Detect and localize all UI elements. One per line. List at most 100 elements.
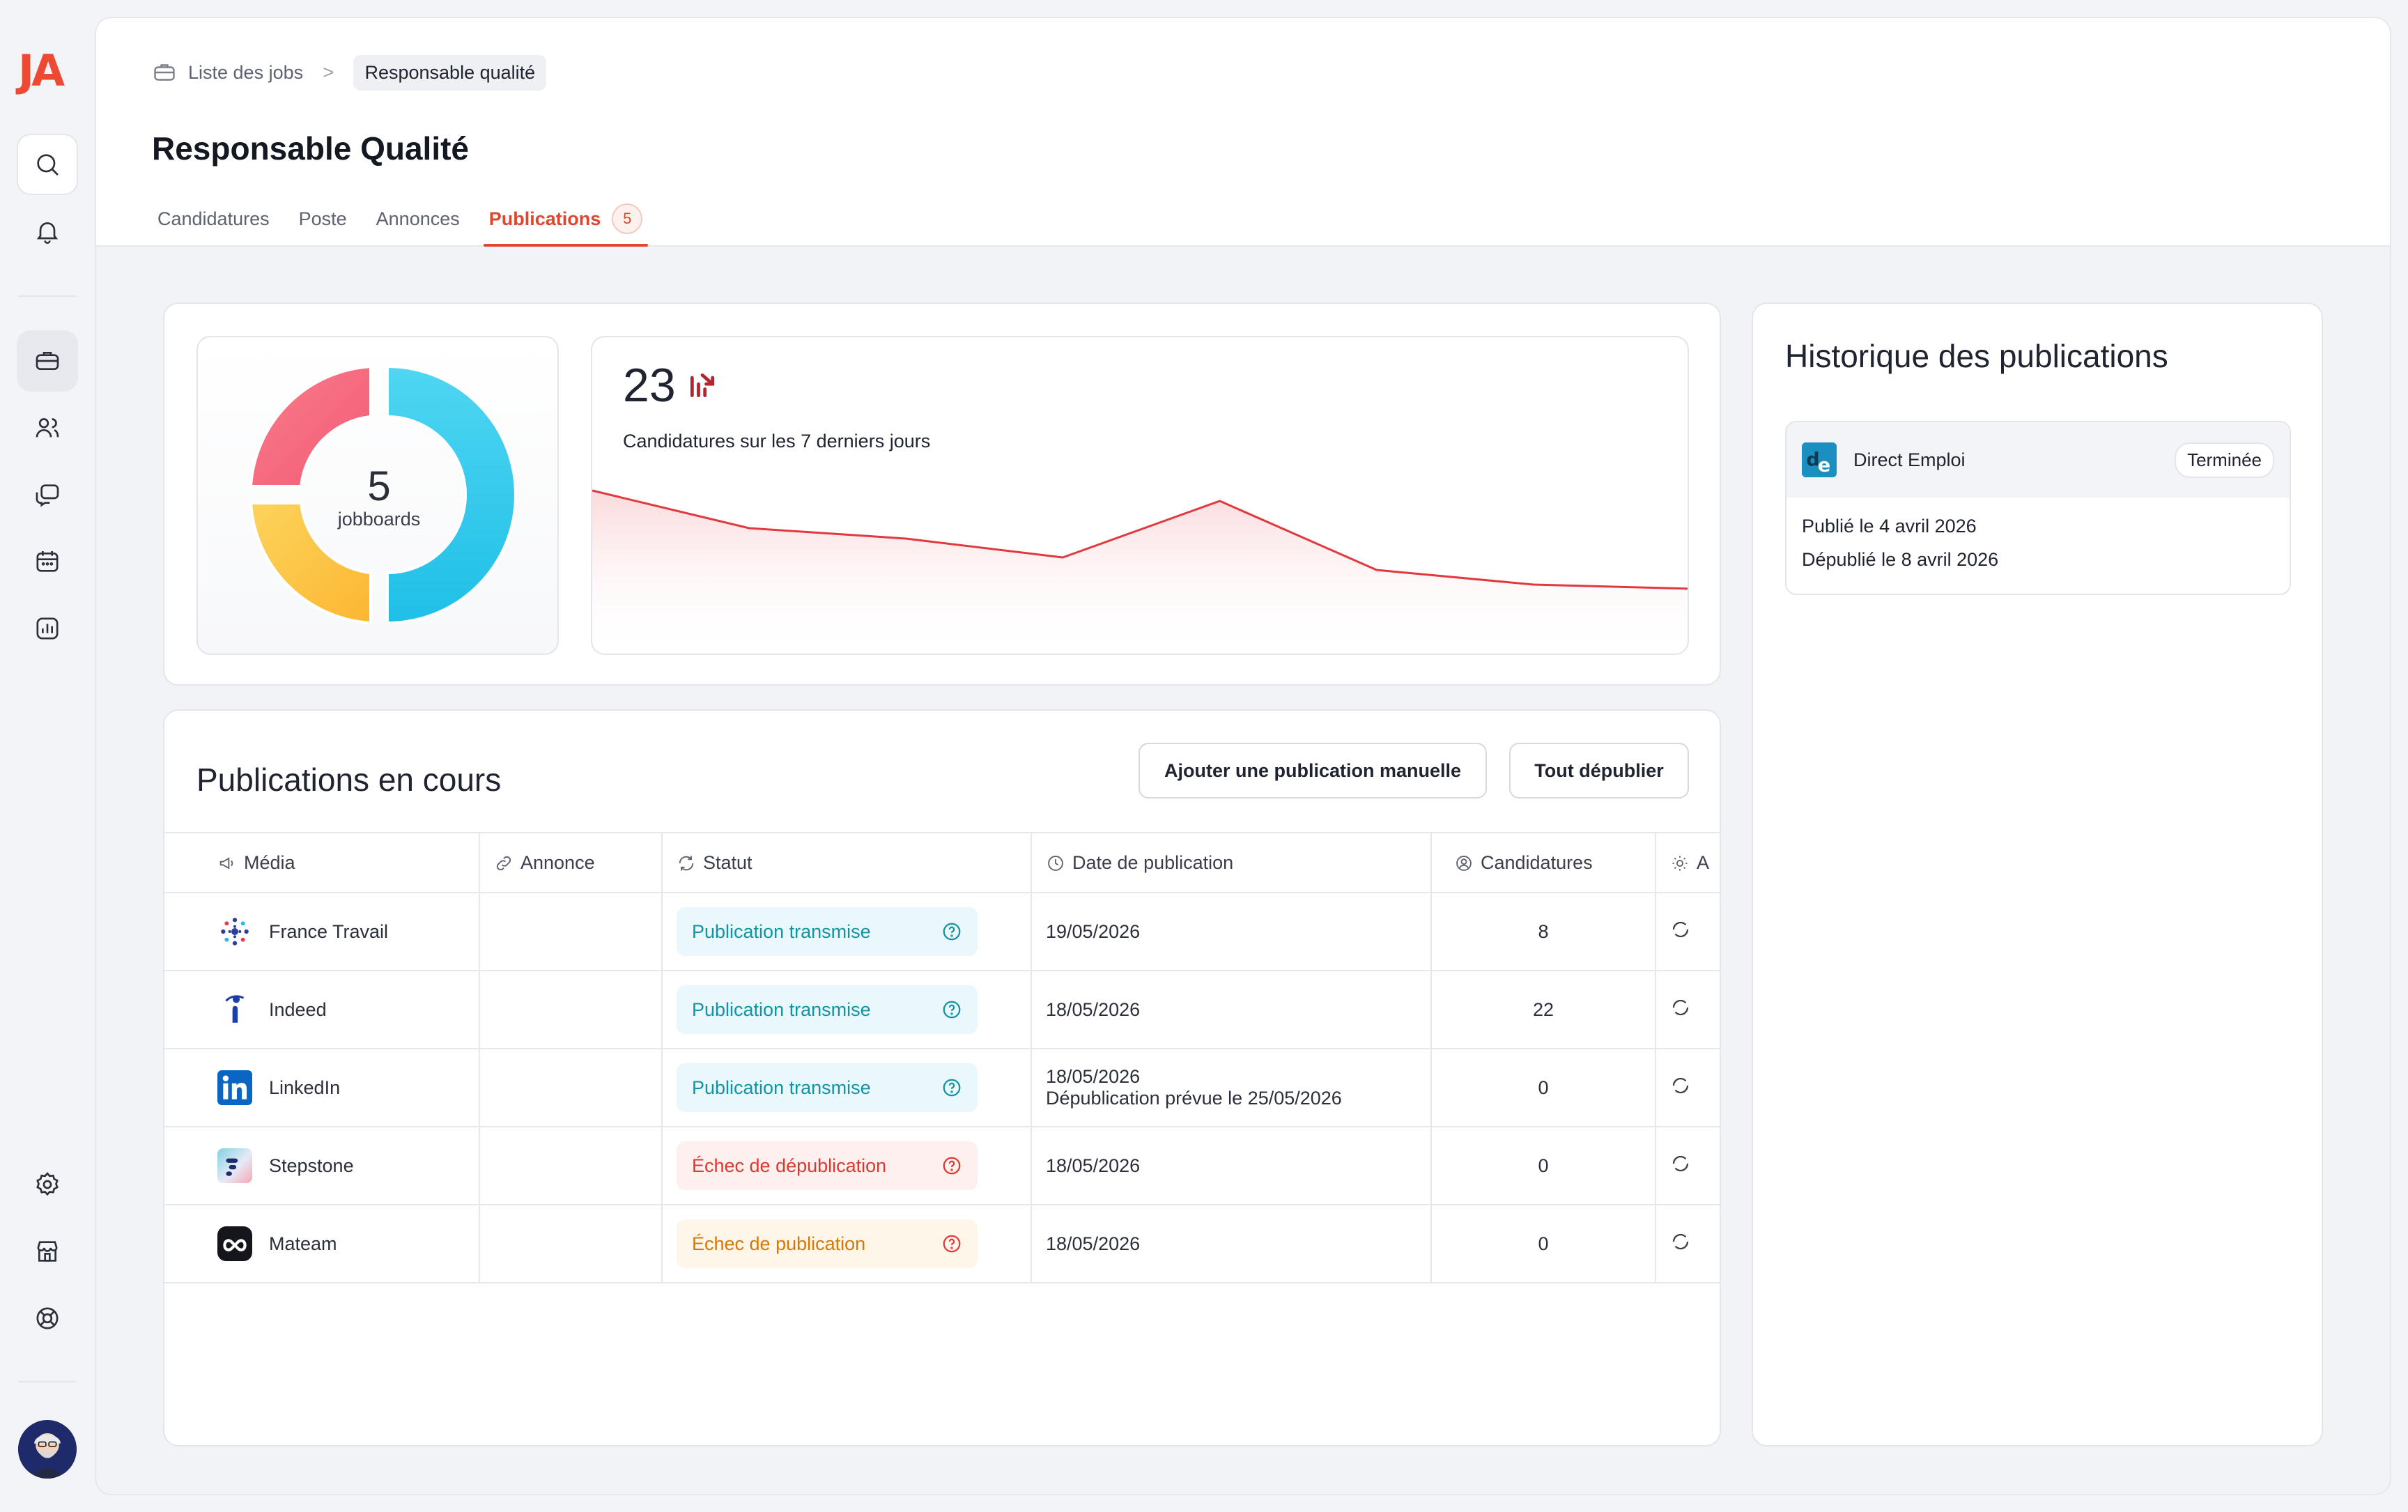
media-cell: Stepstone	[164, 1127, 480, 1205]
help-circle-icon[interactable]	[941, 921, 962, 942]
page-header: Liste des jobs > Responsable qualité Res…	[96, 18, 2390, 247]
column-candidatures[interactable]: Candidatures	[1431, 832, 1656, 893]
help-circle-icon[interactable]	[941, 999, 962, 1020]
page-title: Responsable Qualité	[152, 130, 470, 167]
table-row[interactable]: Indeed Publication transmise 18/05/2026 …	[164, 971, 1720, 1049]
applications-count-row: 23	[623, 358, 718, 412]
applications-trend-chart	[592, 489, 1688, 654]
column-statut[interactable]: Statut	[662, 832, 1032, 893]
row-action-icon[interactable]	[1670, 997, 1691, 1018]
user-circle-icon	[1456, 856, 1472, 872]
sidebar-item-analytics[interactable]	[17, 598, 78, 659]
sidebar: JA	[0, 0, 95, 1512]
media-name: Stepstone	[269, 1155, 354, 1176]
donut-segment-red	[249, 365, 372, 488]
sidebar-item-calendar[interactable]	[17, 531, 78, 592]
media-cell: Indeed	[164, 971, 480, 1049]
column-actions[interactable]: A	[1656, 832, 1720, 893]
sidebar-item-help[interactable]	[17, 1288, 78, 1349]
tab-annonces[interactable]: Annonces	[371, 191, 465, 247]
table-row[interactable]: Stepstone Échec de dépublication 18/05/2…	[164, 1127, 1720, 1205]
actions-cell	[1656, 971, 1720, 1049]
actions-cell	[1656, 1049, 1720, 1127]
status-badge[interactable]: Publication transmise	[677, 985, 978, 1034]
applications-trend-box: 23 Candidatures sur les 7 derniers jours	[591, 336, 1689, 655]
annonce-cell	[479, 971, 663, 1049]
status-label: Échec de publication	[692, 1233, 866, 1254]
sidebar-item-settings[interactable]	[17, 1154, 78, 1215]
applications-count: 23	[623, 359, 676, 412]
row-action-icon[interactable]	[1670, 1231, 1691, 1252]
help-circle-icon[interactable]	[941, 1077, 962, 1098]
breadcrumb-current: Responsable qualité	[353, 54, 547, 91]
trend-down-icon	[690, 373, 714, 398]
column-media[interactable]: Média	[164, 832, 480, 893]
history-status-badge: Terminée	[2175, 442, 2274, 478]
tab-label: Poste	[298, 208, 347, 229]
tab-label: Publications	[488, 208, 601, 229]
app-logo[interactable]: JA	[18, 45, 65, 96]
media-cell: LinkedIn	[164, 1049, 480, 1127]
media-name: LinkedIn	[269, 1077, 341, 1098]
donut-center: 5 jobboards	[198, 337, 560, 656]
history-media-name: Direct Emploi	[1853, 449, 1966, 470]
column-annonce[interactable]: Annonce	[479, 832, 663, 893]
avatar[interactable]	[18, 1420, 77, 1479]
history-unpublished-line: Dépublié le 8 avril 2026	[1802, 549, 1998, 571]
status-label: Publication transmise	[692, 1077, 871, 1098]
store-icon	[37, 1241, 58, 1262]
refresh-icon	[679, 856, 694, 871]
bell-icon	[36, 222, 59, 244]
scheduled-unpublish-note: Dépublication prévue le 25/05/2026	[1046, 1088, 1342, 1109]
column-label: Statut	[703, 851, 752, 873]
actions-cell	[1656, 1127, 1720, 1205]
applications-label: Candidatures sur les 7 derniers jours	[623, 431, 931, 452]
publications-table: Média Annonce Statut Date de publication…	[164, 832, 1720, 1283]
tab-candidatures[interactable]: Candidatures	[152, 191, 275, 247]
row-action-icon[interactable]	[1670, 919, 1691, 940]
date-cell: 19/05/2026	[1031, 893, 1432, 971]
search-button[interactable]	[17, 134, 78, 195]
column-date[interactable]: Date de publication	[1031, 832, 1432, 893]
chart-icon	[36, 617, 59, 640]
unpublish-all-button[interactable]: Tout dépublier	[1509, 743, 1689, 799]
tab-label: Annonces	[376, 208, 460, 229]
publication-date: 18/05/2026	[1046, 1155, 1141, 1176]
publication-date: 19/05/2026	[1046, 920, 1141, 942]
candidatures-cell: 0	[1431, 1205, 1656, 1283]
date-cell: 18/05/2026 Dépublication prévue le 25/05…	[1031, 1049, 1432, 1127]
main-panel: Liste des jobs > Responsable qualité Res…	[95, 17, 2391, 1495]
chat-icon	[36, 484, 59, 507]
row-action-icon[interactable]	[1670, 1075, 1691, 1096]
help-circle-icon[interactable]	[941, 1233, 962, 1254]
notifications-button[interactable]	[17, 201, 78, 262]
status-badge[interactable]: Publication transmise	[677, 907, 978, 956]
add-manual-publication-button[interactable]: Ajouter une publication manuelle	[1139, 743, 1487, 799]
breadcrumb-parent[interactable]: Liste des jobs	[152, 60, 303, 85]
table-row[interactable]: Mateam Échec de publication 18/05/2026 0	[164, 1205, 1720, 1283]
status-cell: Publication transmise	[662, 893, 1032, 971]
breadcrumb-parent-label: Liste des jobs	[188, 61, 304, 83]
tab-count-badge: 5	[612, 203, 643, 234]
table-row[interactable]: France Travail Publication transmise 19/…	[164, 893, 1720, 971]
column-label: Média	[244, 851, 295, 873]
tab-label: Candidatures	[157, 208, 270, 229]
sidebar-item-candidates[interactable]	[17, 397, 78, 458]
sidebar-item-jobs[interactable]	[17, 330, 78, 392]
tab-poste[interactable]: Poste	[293, 191, 353, 247]
sidebar-item-store[interactable]	[17, 1221, 78, 1282]
status-badge[interactable]: Échec de dépublication	[677, 1141, 978, 1190]
sidebar-item-messages[interactable]	[17, 464, 78, 525]
row-action-icon[interactable]	[1670, 1153, 1691, 1174]
table-header-row: Média Annonce Statut Date de publication…	[164, 832, 1720, 893]
status-badge[interactable]: Publication transmise	[677, 1063, 978, 1112]
table-row[interactable]: LinkedIn Publication transmise 18/05/202…	[164, 1049, 1720, 1127]
jobboards-donut-chart	[249, 365, 517, 624]
history-title: Historique des publications	[1785, 338, 2168, 374]
tab-publications[interactable]: Publications 5	[483, 191, 649, 247]
media-name: Mateam	[269, 1233, 337, 1254]
calendar-icon	[36, 551, 59, 572]
status-badge[interactable]: Échec de publication	[677, 1219, 978, 1268]
help-circle-icon[interactable]	[941, 1155, 962, 1176]
